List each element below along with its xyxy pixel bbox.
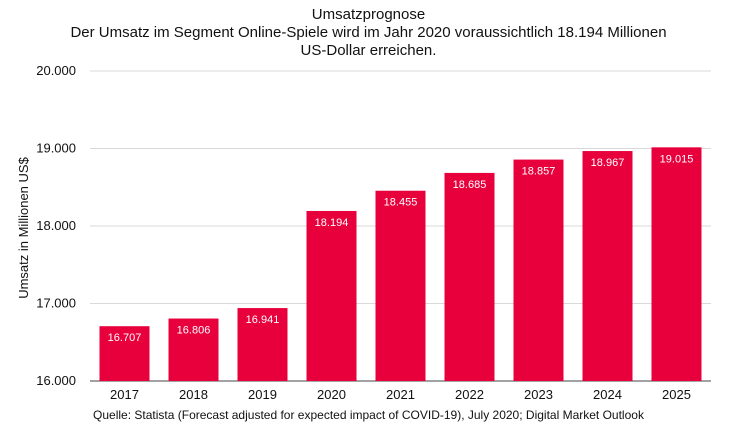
y-tick-label: 18.000 bbox=[36, 218, 76, 233]
x-tick-label: 2025 bbox=[662, 387, 691, 402]
y-tick-label: 17.000 bbox=[36, 296, 76, 311]
bar-value-label: 16.806 bbox=[177, 325, 211, 337]
chart-title: Umsatzprognose bbox=[311, 6, 426, 23]
x-tick-label: 2017 bbox=[110, 387, 139, 402]
x-tick-label: 2023 bbox=[524, 387, 553, 402]
bars: 16.707 16.806 16.941 18.194 18.455 18.685 18.8… bbox=[99, 147, 702, 381]
bar-value-label: 19.015 bbox=[660, 153, 694, 165]
x-axis-ticks: 2017 2018 2019 2020 2021 2022 2023 2024 2025 bbox=[110, 387, 691, 402]
y-tick-label: 19.000 bbox=[36, 141, 76, 156]
source-note: Quelle: Statista (Forecast adjusted for … bbox=[93, 408, 644, 422]
y-tick-label: 16.000 bbox=[36, 373, 76, 388]
bar-value-label: 18.967 bbox=[591, 157, 625, 169]
bar-value-label: 16.707 bbox=[108, 332, 142, 344]
x-tick-label: 2018 bbox=[179, 387, 208, 402]
bar bbox=[306, 210, 357, 381]
bar-value-label: 18.455 bbox=[384, 197, 418, 209]
bar-value-label: 18.685 bbox=[453, 179, 487, 191]
y-axis-title: Umsatz in Millionen US$ bbox=[16, 156, 31, 298]
bar bbox=[237, 308, 288, 381]
x-tick-label: 2024 bbox=[593, 387, 622, 402]
x-tick-label: 2020 bbox=[317, 387, 346, 402]
bar bbox=[651, 147, 702, 381]
x-tick-label: 2022 bbox=[455, 387, 484, 402]
bar bbox=[444, 172, 495, 381]
bar bbox=[375, 190, 426, 381]
chart-subtitle: Der Umsatz im Segment Online-Spiele wird… bbox=[70, 24, 667, 59]
bar bbox=[99, 326, 150, 381]
bar-value-label: 18.857 bbox=[522, 166, 556, 178]
bar bbox=[582, 151, 633, 381]
bar bbox=[513, 159, 564, 381]
x-tick-label: 2019 bbox=[248, 387, 277, 402]
bar bbox=[168, 318, 219, 381]
bar-value-label: 16.941 bbox=[246, 314, 280, 326]
bar-value-label: 18.194 bbox=[315, 217, 349, 229]
y-tick-label: 20.000 bbox=[36, 63, 76, 78]
y-axis-ticks: 16.000 17.000 18.000 19.000 20.000 bbox=[36, 63, 76, 388]
x-tick-label: 2021 bbox=[386, 387, 415, 402]
